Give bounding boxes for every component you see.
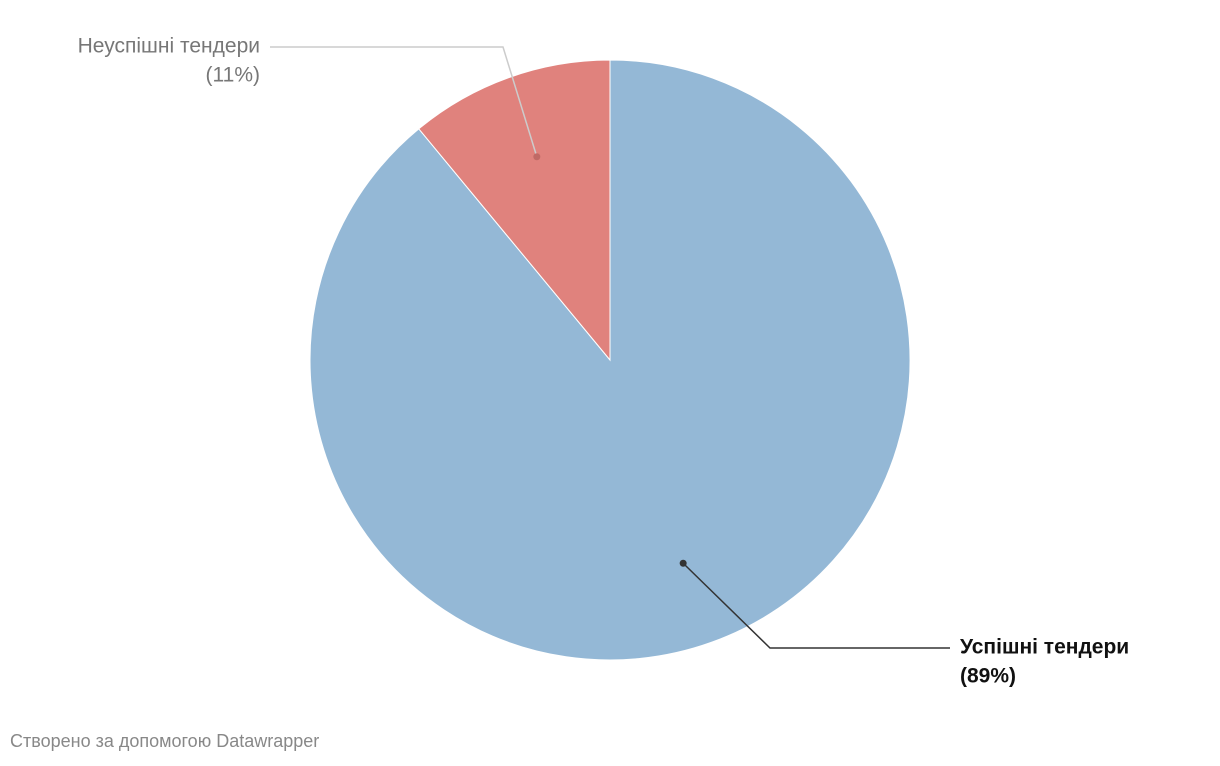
leader-dot xyxy=(679,559,687,567)
leader-line xyxy=(682,562,950,649)
leader-line xyxy=(270,46,538,157)
pie xyxy=(309,59,911,661)
leader-dot xyxy=(533,153,541,161)
labels: Успішні тендери (89%) Неуспішні тендери (11… xyxy=(78,35,1130,688)
slice-label: Успішні тендери xyxy=(960,636,1129,659)
slice-value-label: (11%) xyxy=(206,64,260,87)
credit: Створено за допомогою Datawrapper xyxy=(10,731,319,751)
slice-label: Неуспішні тендери xyxy=(78,35,260,58)
pie-slice xyxy=(418,59,611,362)
slice-value-label: (89%) xyxy=(960,665,1016,688)
